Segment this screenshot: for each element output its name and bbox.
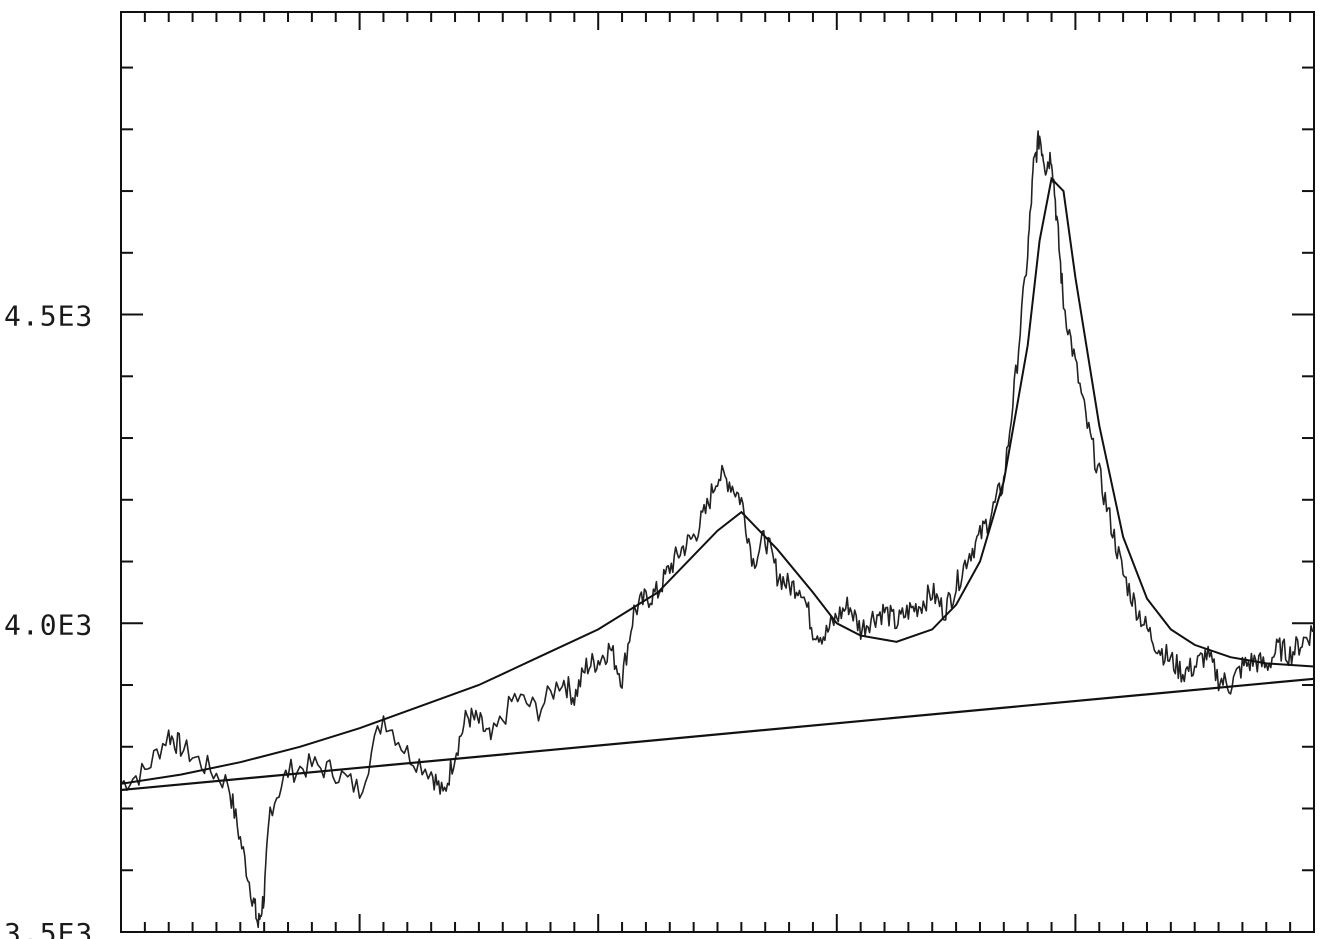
tick-marks (120, 12, 1315, 933)
series-group (120, 130, 1315, 929)
y-tick-label: 3.5E3 (4, 917, 93, 939)
y-tick-label: 4.0E3 (4, 608, 93, 641)
observed-spectrum-line (120, 130, 1315, 929)
y-tick-labels: 4.5E3 4.0E3 3.5E3 (4, 300, 93, 939)
fit-curve-line (120, 176, 1315, 785)
y-tick-label: 4.5E3 (4, 300, 93, 333)
baseline-line (120, 677, 1315, 792)
plot-frame (120, 11, 1315, 933)
